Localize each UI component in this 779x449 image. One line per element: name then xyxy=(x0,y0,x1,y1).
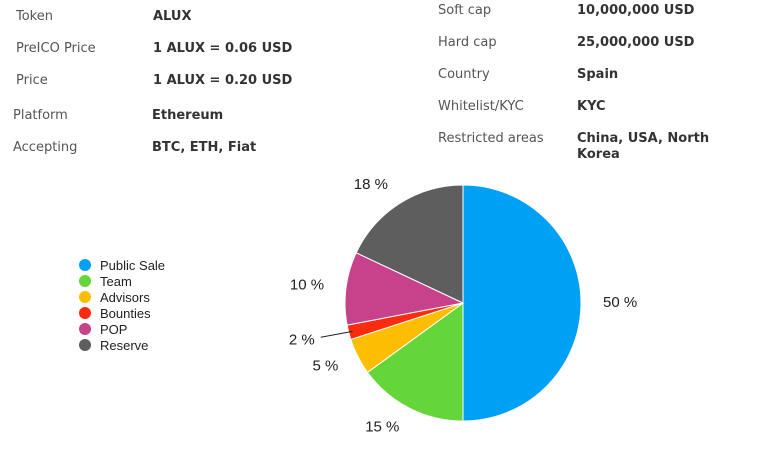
legend-label: Advisors xyxy=(100,289,150,305)
legend-swatch xyxy=(79,275,91,287)
legend-swatch xyxy=(79,307,91,319)
legend-swatch xyxy=(79,291,91,303)
info-value: BTC, ETH, Fiat xyxy=(152,140,257,155)
info-value: ALUX xyxy=(153,9,192,24)
info-label: Hard cap xyxy=(438,35,497,50)
legend-item[interactable]: Bounties xyxy=(79,305,165,321)
label-leader-line xyxy=(320,330,353,338)
legend-swatch xyxy=(79,339,91,351)
info-row-accepting: Accepting xyxy=(13,140,77,156)
slice-percent-label: 2 % xyxy=(289,331,315,348)
info-label: Price xyxy=(16,73,48,88)
info-label: Whitelist/KYC xyxy=(438,99,524,114)
info-value: China, USA, North Korea xyxy=(577,131,710,162)
slice-percent-label: 5 % xyxy=(312,358,338,375)
slice-percent-label: 15 % xyxy=(365,419,399,436)
info-value: Ethereum xyxy=(152,108,224,123)
info-value: Spain xyxy=(577,67,619,82)
info-label: PreICO Price xyxy=(16,41,96,56)
info-label: Restricted areas xyxy=(438,131,544,146)
legend-label: POP xyxy=(100,321,128,337)
info-label: Soft cap xyxy=(438,3,492,18)
legend-item[interactable]: Public Sale xyxy=(79,257,165,273)
info-value: 10,000,000 USD xyxy=(577,3,695,18)
info-row-country: Country xyxy=(438,67,490,83)
legend-item[interactable]: Team xyxy=(79,273,165,289)
pie-slice[interactable] xyxy=(366,302,464,422)
info-label: Platform xyxy=(13,108,68,123)
info-value: 1 ALUX = 0.20 USD xyxy=(153,73,293,88)
legend-item[interactable]: Reserve xyxy=(79,337,165,353)
info-row-price: Price xyxy=(16,73,48,89)
info-value: 25,000,000 USD xyxy=(577,35,695,50)
legend-swatch xyxy=(79,323,91,335)
info-value: KYC xyxy=(577,99,606,114)
info-row-token: Token xyxy=(16,9,53,25)
info-label: Accepting xyxy=(13,140,78,155)
info-label: Country xyxy=(438,67,490,82)
chart-legend: Public Sale Team Advisors Bounties POP R… xyxy=(79,257,165,353)
pie-slice[interactable] xyxy=(462,184,582,422)
info-row-preico-price: PreICO Price xyxy=(16,41,96,57)
info-row-restricted-areas: Restricted areas xyxy=(438,131,544,147)
pie-slice[interactable] xyxy=(355,184,464,304)
slice-percent-label: 18 % xyxy=(354,176,388,193)
legend-label: Reserve xyxy=(100,337,149,353)
legend-item[interactable]: POP xyxy=(79,321,165,337)
info-row-whitelist-kyc: Whitelist/KYC xyxy=(438,99,524,115)
legend-item[interactable]: Advisors xyxy=(79,289,165,305)
info-row-hard-cap: Hard cap xyxy=(438,35,497,51)
legend-swatch xyxy=(79,259,91,271)
slice-percent-label: 50 % xyxy=(603,294,637,311)
legend-label: Team xyxy=(100,273,132,289)
info-value: 1 ALUX = 0.06 USD xyxy=(153,41,293,56)
info-row-platform: Platform xyxy=(13,108,68,124)
info-label: Token xyxy=(16,9,53,24)
pie-slice[interactable] xyxy=(344,252,465,326)
slice-percent-label: 10 % xyxy=(290,276,324,293)
legend-label: Public Sale xyxy=(100,257,166,273)
info-row-soft-cap: Soft cap xyxy=(438,3,491,19)
legend-label: Bounties xyxy=(100,305,151,321)
